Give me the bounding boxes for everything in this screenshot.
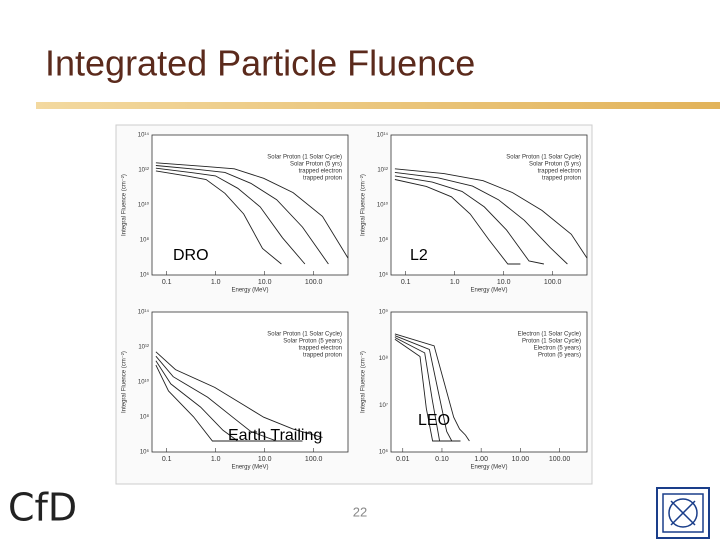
y-tick-label: 10¹⁴ — [138, 309, 150, 316]
plot-area — [151, 134, 349, 276]
legend-entry: trapped proton — [303, 353, 342, 359]
x-tick-label: 1.0 — [211, 456, 221, 463]
plot-area — [390, 311, 588, 453]
plot-area — [151, 311, 349, 453]
y-tick-label: 10⁷ — [379, 402, 388, 409]
legend-entry: Proton (1 Solar Cycle) — [522, 339, 581, 345]
legend-entry: Solar Proton (5 years) — [283, 339, 342, 345]
curve — [394, 179, 521, 265]
x-tick-label: 1.0 — [211, 279, 221, 286]
legend-entry: trapped electron — [538, 169, 581, 175]
legend-entry: trapped proton — [303, 176, 342, 182]
y-axis-label: Integral Fluence (cm⁻²) — [122, 174, 128, 236]
y-tick-label: 10⁶ — [140, 449, 150, 456]
y-tick-label: 10⁸ — [140, 237, 150, 244]
x-tick-label: 0.1 — [162, 279, 172, 286]
x-tick-label: 10.0 — [497, 279, 511, 286]
chart-panel: 0.1 1.0 10.0 100.0 10¹⁴ 10¹² 10¹⁰ 10⁸ 10⁶ Energy … — [122, 309, 349, 471]
curve — [394, 338, 443, 442]
y-tick-label: 10⁹ — [379, 309, 389, 316]
curve — [394, 175, 544, 265]
x-tick-label: 1.00 — [474, 456, 488, 463]
panel-label: L2 — [410, 247, 428, 264]
legend-entry: Solar Proton (1 Solar Cycle) — [267, 155, 342, 161]
x-axis-label: Energy (MeV) — [231, 465, 268, 471]
panel-label: DRO — [173, 247, 209, 264]
y-tick-label: 10¹² — [377, 168, 388, 174]
curve — [155, 167, 306, 265]
y-tick-label: 10¹⁰ — [377, 202, 389, 209]
x-tick-label: 100.0 — [544, 279, 562, 286]
x-tick-label: 0.1 — [401, 279, 411, 286]
y-tick-label: 10⁸ — [379, 355, 389, 362]
legend-entry: Electron (5 years) — [534, 346, 581, 352]
x-tick-label: 10.0 — [258, 456, 272, 463]
y-tick-label: 10⁶ — [379, 272, 389, 279]
curve — [155, 170, 282, 265]
x-tick-label: 100.0 — [305, 279, 323, 286]
curve — [155, 351, 323, 438]
legend-entry: trapped proton — [542, 176, 581, 182]
y-tick-label: 10⁸ — [379, 237, 389, 244]
logo-icon — [656, 487, 710, 539]
y-tick-label: 10¹⁰ — [138, 202, 150, 209]
y-tick-label: 10¹⁴ — [377, 132, 389, 139]
legend-entry: trapped electron — [299, 169, 342, 175]
y-axis-label: Integral Fluence (cm⁻²) — [361, 174, 367, 236]
y-tick-label: 10⁶ — [379, 449, 389, 456]
x-tick-label: 0.01 — [396, 456, 410, 463]
y-tick-label: 10⁶ — [140, 272, 150, 279]
panel-label: Earth Trailing — [228, 427, 322, 444]
curve — [394, 335, 461, 442]
page-number: 22 — [353, 504, 367, 519]
y-tick-label: 10¹⁴ — [138, 132, 150, 139]
x-tick-label: 0.1 — [162, 456, 172, 463]
x-tick-label: 100.00 — [549, 456, 571, 463]
legend-entry: Solar Proton (1 Solar Cycle) — [506, 155, 581, 161]
y-tick-label: 10⁸ — [140, 414, 150, 421]
curve — [394, 168, 588, 259]
curve — [394, 171, 568, 265]
legend-entry: Solar Proton (5 yrs) — [529, 162, 581, 168]
x-axis-label: Energy (MeV) — [470, 465, 507, 471]
legend-entry: Solar Proton (1 Solar Cycle) — [267, 332, 342, 338]
chart-panel: 0.1 1.0 10.0 100.0 10¹⁴ 10¹² 10¹⁰ 10⁸ 10⁶ Energy … — [122, 132, 349, 294]
legend-entry: Proton (5 years) — [538, 353, 581, 359]
y-axis-label: Integral Fluence (cm⁻²) — [122, 351, 128, 413]
slide-title: Integrated Particle Fluence — [45, 43, 475, 84]
y-tick-label: 10¹² — [138, 345, 149, 351]
x-tick-label: 100.0 — [305, 456, 323, 463]
panel-label: LEO — [418, 412, 450, 429]
chart-panel: 0.1 1.0 10.0 100.0 10¹⁴ 10¹² 10¹⁰ 10⁸ 10⁶ Energy … — [361, 132, 588, 294]
x-tick-label: 10.0 — [258, 279, 272, 286]
x-axis-label: Energy (MeV) — [231, 288, 268, 294]
legend-entry: Solar Proton (5 yrs) — [290, 162, 342, 168]
legend-entry: Electron (1 Solar Cycle) — [518, 332, 581, 338]
curve — [155, 165, 329, 265]
legend-entry: trapped electron — [299, 346, 342, 352]
chart-panel: 0.01 0.10 1.00 10.00 100.00 10⁹ 10⁸ 10⁷ 10⁶ Energ… — [361, 309, 588, 471]
logo: CfD — [8, 486, 77, 530]
curve — [394, 333, 470, 442]
y-axis-label: Integral Fluence (cm⁻²) — [361, 351, 367, 413]
x-tick-label: 10.00 — [512, 456, 530, 463]
curve — [155, 162, 349, 259]
curve — [155, 364, 263, 442]
y-tick-label: 10¹² — [138, 168, 149, 174]
title-rule — [36, 102, 720, 109]
y-tick-label: 10¹⁰ — [138, 379, 150, 386]
x-tick-label: 1.0 — [450, 279, 460, 286]
x-axis-label: Energy (MeV) — [470, 288, 507, 294]
x-tick-label: 0.10 — [435, 456, 449, 463]
